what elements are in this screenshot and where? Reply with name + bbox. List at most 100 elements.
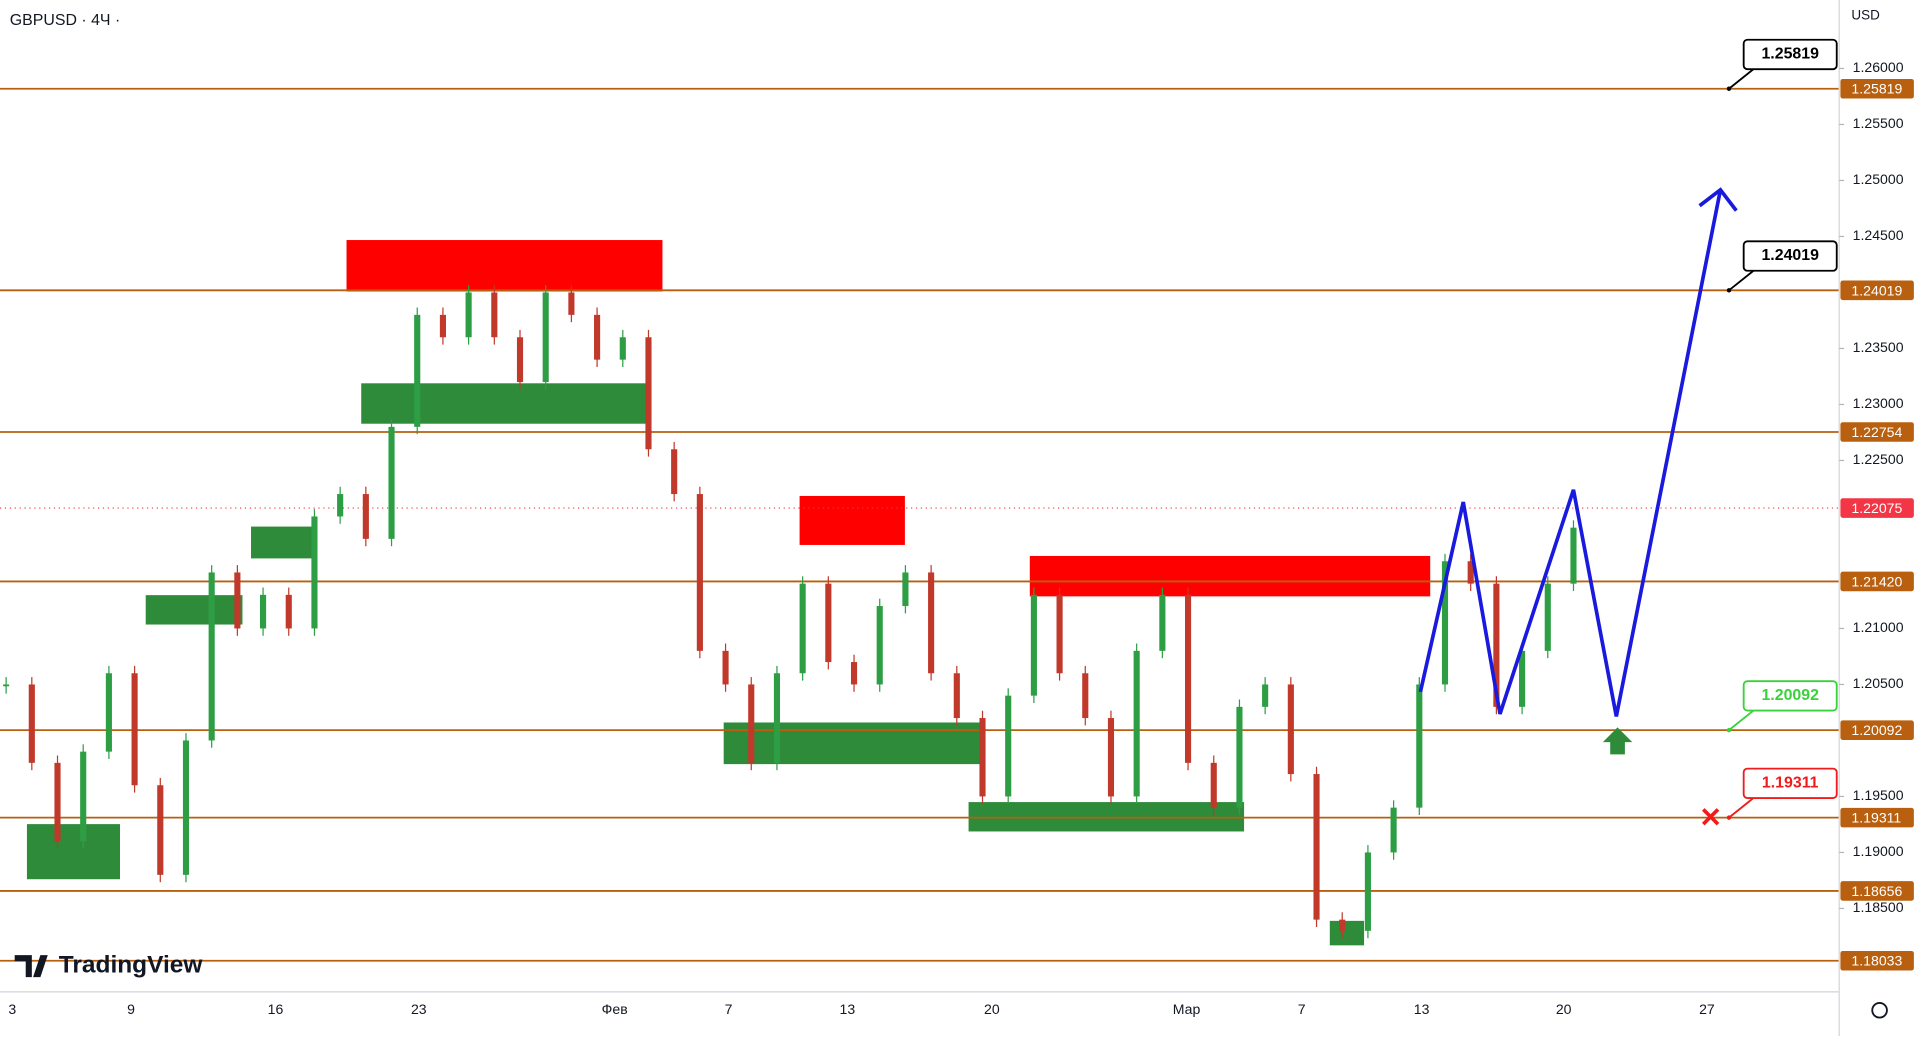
- time-tick-label: 3: [8, 1001, 16, 1017]
- callout-anchor: [1726, 727, 1732, 733]
- projection-path: [1418, 189, 1723, 717]
- level-tag: [1840, 950, 1914, 971]
- price-tick-label: 1.23000: [1853, 395, 1904, 411]
- demand-zone: [1329, 920, 1365, 946]
- price-tick-label: 1.25500: [1853, 115, 1904, 131]
- callout-box: [1742, 680, 1838, 712]
- candle-body: [902, 572, 909, 607]
- candle-body: [1262, 684, 1269, 707]
- candle-body: [182, 740, 190, 875]
- callout-anchor: [1726, 86, 1732, 91]
- candle-body: [1030, 594, 1037, 696]
- buy-arrow: [1602, 727, 1633, 755]
- candle-body: [594, 314, 601, 360]
- time-tick-label: Мар: [1173, 1001, 1201, 1017]
- candle-body: [619, 337, 626, 360]
- candle-body: [1339, 919, 1346, 931]
- candle-body: [285, 594, 292, 629]
- candle-body: [337, 494, 344, 517]
- candle-body: [105, 673, 112, 752]
- candle-body: [1493, 583, 1500, 707]
- callout-label: 1.20092: [1761, 687, 1819, 704]
- level-tag: [1840, 280, 1914, 301]
- time-tick-label: 27: [1699, 1001, 1715, 1017]
- candle-body: [645, 337, 652, 450]
- level-tag: [1840, 720, 1914, 740]
- logo-mark: [14, 955, 48, 978]
- candle-body: [1313, 774, 1320, 920]
- candle-body: [260, 594, 267, 629]
- time-tick-label: 16: [268, 1001, 284, 1017]
- candle-body: [542, 292, 549, 383]
- candle-body: [414, 314, 421, 427]
- candle-body: [3, 684, 10, 687]
- candle-body: [80, 751, 87, 842]
- candle-body: [928, 572, 935, 674]
- demand-zone: [723, 722, 983, 765]
- price-tick-label: 1.19000: [1853, 843, 1904, 859]
- candle-body: [953, 673, 960, 719]
- logo: TradingView: [14, 952, 203, 979]
- demand-zone: [26, 824, 121, 880]
- candle-body: [234, 572, 241, 629]
- candle-body: [773, 673, 781, 763]
- level-tag-label: 1.19311: [1851, 810, 1901, 826]
- price-tick-label: 1.18500: [1853, 899, 1904, 915]
- candle-body: [1364, 852, 1371, 931]
- candle-body: [362, 494, 369, 539]
- callout-connector: [1728, 797, 1755, 819]
- settings-button[interactable]: [1871, 1001, 1888, 1019]
- price-tick-label: 1.20500: [1853, 675, 1904, 691]
- level-tag: [1840, 807, 1914, 828]
- candle-body: [850, 662, 858, 685]
- callout-connector: [1728, 709, 1755, 731]
- candle-body: [1056, 594, 1063, 674]
- price-tick-label: 1.22500: [1853, 451, 1904, 467]
- time-tick-label: 23: [411, 1001, 427, 1017]
- level-tag-label: 1.20092: [1851, 722, 1902, 738]
- supply-zone: [346, 240, 663, 292]
- time-tick-label: 7: [725, 1001, 733, 1017]
- candle-body: [1416, 684, 1423, 808]
- candle-body: [799, 583, 806, 674]
- candle-body: [1519, 650, 1526, 707]
- candle-body: [1082, 673, 1089, 719]
- level-tag: [1840, 881, 1914, 901]
- level-tag-label: 1.24019: [1851, 282, 1902, 298]
- supply-zone: [1029, 555, 1431, 597]
- callout-box: [1742, 240, 1838, 272]
- candle-body: [1390, 807, 1397, 853]
- time-tick-label: 7: [1298, 1001, 1306, 1017]
- candle-body: [1441, 561, 1449, 685]
- callout-connector: [1728, 68, 1755, 90]
- candle-body: [516, 337, 524, 383]
- candle-body: [208, 572, 215, 741]
- candle-body: [1287, 684, 1294, 775]
- time-tick-label: 13: [840, 1001, 856, 1017]
- candle-body: [1467, 561, 1474, 584]
- callout-box: [1742, 38, 1838, 71]
- candle-body: [1107, 718, 1115, 797]
- price-tick-label: 1.23500: [1853, 339, 1904, 355]
- callout-label: 1.19311: [1762, 775, 1819, 792]
- level-tag: [1840, 422, 1914, 442]
- symbol-title: GBPUSD · 4Ч ·: [10, 12, 120, 29]
- price-tick-label: 1.21000: [1853, 619, 1904, 635]
- projection-arrowhead: [1698, 187, 1738, 212]
- candle-body: [157, 785, 164, 875]
- callout-connector: [1728, 270, 1755, 292]
- candle-body: [465, 292, 472, 338]
- candle-body: [54, 762, 61, 842]
- currency[interactable]: USD: [1851, 8, 1880, 23]
- stop-cross: [1701, 808, 1720, 826]
- price-tick-label: 1.25000: [1853, 171, 1904, 187]
- candle-body: [131, 673, 138, 786]
- candle-body: [1005, 695, 1012, 797]
- current-price-tag: [1840, 498, 1914, 518]
- time-tick-label: 9: [127, 1001, 135, 1017]
- candle-body: [876, 606, 883, 685]
- candle-body: [1159, 594, 1166, 651]
- candle-body: [311, 516, 318, 629]
- candle-body: [979, 718, 986, 797]
